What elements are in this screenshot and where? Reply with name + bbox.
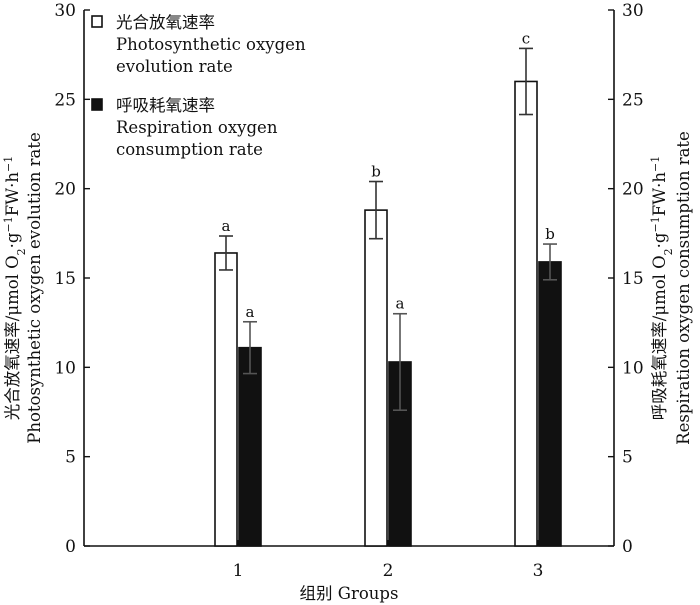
left-y-tick-label: 10 — [54, 358, 76, 378]
left-y-tick-label: 0 — [65, 537, 76, 557]
legend-label: Respiration oxygen — [116, 118, 278, 137]
significance-label: b — [545, 225, 555, 243]
left-y-tick-label: 25 — [54, 90, 76, 110]
bar — [238, 346, 262, 547]
significance-label: a — [396, 295, 405, 313]
x-tick-label: 3 — [533, 561, 544, 581]
legend-label: evolution rate — [116, 57, 233, 76]
left-y-axis-title-line1: 光合放氧速率/μmol O2·g−1FW·h−1 — [2, 156, 28, 420]
right-y-tick-label: 5 — [622, 448, 633, 468]
significance-label: c — [522, 29, 530, 47]
bar — [538, 261, 562, 547]
legend-label: consumption rate — [116, 140, 263, 159]
left-y-tick-label: 15 — [54, 269, 76, 289]
significance-label: a — [246, 303, 255, 321]
left-y-tick-label: 5 — [65, 448, 76, 468]
significance-label: b — [371, 163, 381, 181]
legend-label: 呼吸耗氧速率 — [116, 96, 215, 115]
left-y-tick-label: 30 — [54, 1, 76, 21]
x-tick-label: 2 — [383, 561, 394, 581]
right-y-tick-label: 15 — [622, 269, 644, 289]
left-y-axis-title-line2: Photosynthetic oxygen evolution rate — [25, 132, 44, 444]
bar — [214, 252, 238, 547]
left-y-tick-label: 20 — [54, 180, 76, 200]
right-y-tick-label: 30 — [622, 1, 644, 21]
significance-label: a — [222, 217, 231, 235]
legend-label: 光合放氧速率 — [116, 13, 215, 32]
legend-swatch — [91, 98, 103, 111]
right-y-axis-title-line1: 呼吸耗氧速率/μmol O2·g−1FW·h−1 — [649, 156, 675, 420]
right-y-tick-label: 20 — [622, 180, 644, 200]
bar — [364, 209, 388, 547]
x-axis-title: 组别 Groups — [300, 584, 399, 603]
x-tick-label: 1 — [233, 561, 244, 581]
right-y-tick-label: 10 — [622, 358, 644, 378]
right-y-tick-label: 0 — [622, 537, 633, 557]
bar — [514, 80, 538, 547]
legend-label: Photosynthetic oxygen — [116, 35, 306, 54]
legend-swatch — [91, 15, 103, 28]
right-y-axis-title-line2: Respiration oxygen consumption rate — [674, 131, 693, 445]
right-y-tick-label: 25 — [622, 90, 644, 110]
